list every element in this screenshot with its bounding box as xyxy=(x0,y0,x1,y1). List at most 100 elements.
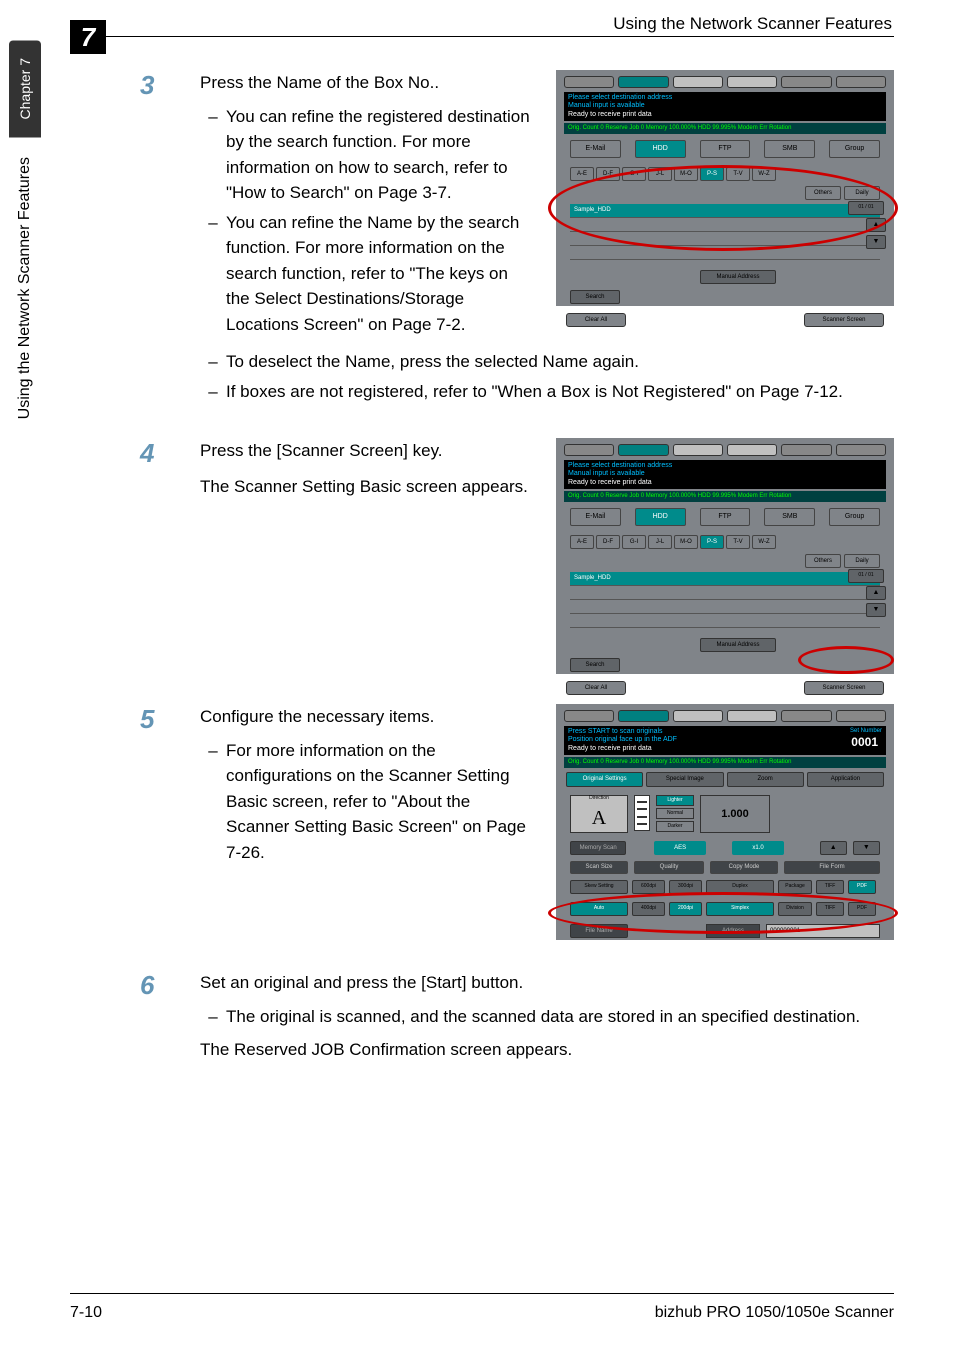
mode-group[interactable]: Group xyxy=(829,140,880,158)
dpi-300[interactable]: 300dpi xyxy=(669,880,702,894)
mode-smb[interactable]: SMB xyxy=(764,140,815,158)
filter-daily[interactable]: Daily xyxy=(844,186,880,200)
list-item[interactable] xyxy=(570,614,880,628)
step-para: The Reserved JOB Confirmation screen app… xyxy=(200,1037,894,1063)
alpha-btn[interactable]: G-I xyxy=(622,167,646,181)
pdf-button[interactable]: PDF xyxy=(848,880,876,894)
search-button[interactable]: Search xyxy=(570,290,620,304)
mode-hdd[interactable]: HDD xyxy=(635,508,686,526)
bullet-dash: – xyxy=(200,738,226,866)
top-tab[interactable] xyxy=(727,444,777,456)
alpha-btn[interactable]: P-S xyxy=(700,535,724,549)
alpha-btn[interactable]: T-V xyxy=(726,167,750,181)
alpha-btn[interactable]: A-E xyxy=(570,167,594,181)
alpha-btn[interactable]: M-O xyxy=(674,167,698,181)
zoom-x1-button[interactable]: x1.0 xyxy=(732,841,784,855)
mode-email[interactable]: E-Mail xyxy=(570,140,621,158)
alpha-btn[interactable]: W-Z xyxy=(752,167,776,181)
mode-ftp[interactable]: FTP xyxy=(700,508,751,526)
page-footer: 7-10 bizhub PRO 1050/1050e Scanner xyxy=(70,1293,894,1322)
clear-all-button[interactable]: Clear All xyxy=(566,313,626,327)
top-tab[interactable] xyxy=(781,444,831,456)
nav-down-button[interactable]: ▼ xyxy=(866,603,886,617)
alpha-btn[interactable]: P-S xyxy=(700,167,724,181)
manual-address-button[interactable]: Manual Address xyxy=(700,638,776,652)
address-field[interactable]: 000000001 xyxy=(766,924,880,938)
alpha-btn[interactable]: J-L xyxy=(648,535,672,549)
filter-daily[interactable]: Daily xyxy=(844,554,880,568)
dpi-400[interactable]: 400dpi xyxy=(632,902,665,916)
dpi-600[interactable]: 600dpi xyxy=(632,880,665,894)
alpha-btn[interactable]: D-F xyxy=(596,167,620,181)
top-tab[interactable] xyxy=(673,444,723,456)
list-item[interactable] xyxy=(570,600,880,614)
scanner-screen-button[interactable]: Scanner Screen xyxy=(804,681,884,695)
file-name-button[interactable]: File Name xyxy=(570,924,628,938)
list-item-selected[interactable]: Sample_HDD xyxy=(570,204,880,218)
clear-all-button[interactable]: Clear All xyxy=(566,681,626,695)
filter-others[interactable]: Others xyxy=(805,186,841,200)
alpha-btn[interactable]: T-V xyxy=(726,535,750,549)
tab-original-settings[interactable]: Original Settings xyxy=(566,772,643,787)
top-tab[interactable] xyxy=(673,710,723,722)
density-darker[interactable]: Darker xyxy=(656,821,694,832)
search-button[interactable]: Search xyxy=(570,658,620,672)
top-tab[interactable] xyxy=(618,710,668,722)
alpha-btn[interactable]: M-O xyxy=(674,535,698,549)
top-tab[interactable] xyxy=(564,444,614,456)
top-tab[interactable] xyxy=(564,710,614,722)
alpha-btn[interactable]: W-Z xyxy=(752,535,776,549)
aes-button[interactable]: AES xyxy=(654,841,706,855)
top-tab[interactable] xyxy=(618,76,668,88)
top-tab[interactable] xyxy=(836,444,886,456)
bullet-text: To deselect the Name, press the selected… xyxy=(226,349,894,375)
alpha-btn[interactable]: A-E xyxy=(570,535,594,549)
list-item-selected[interactable]: Sample_HDD xyxy=(570,572,880,586)
top-tab[interactable] xyxy=(836,710,886,722)
skew-setting-button[interactable]: Skew Setting xyxy=(570,880,628,894)
manual-address-button[interactable]: Manual Address xyxy=(700,270,776,284)
density-lighter[interactable]: Lighter xyxy=(656,795,694,806)
top-tab[interactable] xyxy=(836,76,886,88)
top-tab[interactable] xyxy=(781,76,831,88)
top-tab[interactable] xyxy=(727,76,777,88)
top-tab[interactable] xyxy=(564,76,614,88)
tab-application[interactable]: Application xyxy=(807,772,884,787)
list-item[interactable] xyxy=(570,586,880,600)
tiff-button[interactable]: TIFF xyxy=(816,902,844,916)
app-up-button[interactable]: ▲ xyxy=(820,841,847,855)
top-tab[interactable] xyxy=(781,710,831,722)
app-down-button[interactable]: ▼ xyxy=(853,841,880,855)
mode-group[interactable]: Group xyxy=(829,508,880,526)
top-tab[interactable] xyxy=(673,76,723,88)
mode-hdd[interactable]: HDD xyxy=(635,140,686,158)
list-item[interactable] xyxy=(570,246,880,260)
mode-smb[interactable]: SMB xyxy=(764,508,815,526)
direction-box[interactable]: Direction A xyxy=(570,795,628,833)
pdf-button[interactable]: PDF xyxy=(848,902,876,916)
tab-special-image[interactable]: Special Image xyxy=(646,772,723,787)
list-item[interactable] xyxy=(570,218,880,232)
auto-button[interactable]: Auto xyxy=(570,902,628,916)
density-normal[interactable]: Normal xyxy=(656,808,694,819)
dpi-200[interactable]: 200dpi xyxy=(669,902,702,916)
nav-up-button[interactable]: ▲ xyxy=(866,586,886,600)
memory-scan-button[interactable]: Memory Scan xyxy=(570,841,626,855)
list-item[interactable] xyxy=(570,232,880,246)
nav-up-button[interactable]: ▲ xyxy=(866,218,886,232)
alpha-btn[interactable]: D-F xyxy=(596,535,620,549)
simplex-button[interactable]: Simplex xyxy=(706,902,774,916)
top-tab[interactable] xyxy=(618,444,668,456)
mode-email[interactable]: E-Mail xyxy=(570,508,621,526)
alpha-btn[interactable]: G-I xyxy=(622,535,646,549)
tab-zoom[interactable]: Zoom xyxy=(727,772,804,787)
alpha-btn[interactable]: J-L xyxy=(648,167,672,181)
scanner-screen-button[interactable]: Scanner Screen xyxy=(804,313,884,327)
nav-down-button[interactable]: ▼ xyxy=(866,235,886,249)
filter-others[interactable]: Others xyxy=(805,554,841,568)
top-tab[interactable] xyxy=(727,710,777,722)
duplex-button[interactable]: Duplex xyxy=(706,880,774,894)
mode-ftp[interactable]: FTP xyxy=(700,140,751,158)
step-number: 5 xyxy=(140,704,200,940)
tiff-button[interactable]: TIFF xyxy=(816,880,844,894)
